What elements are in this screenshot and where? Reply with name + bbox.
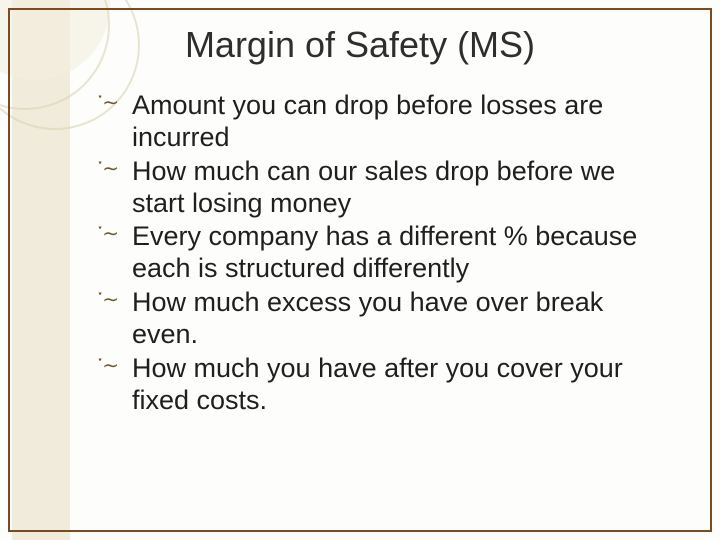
bullet-item: ་∼ How much can our sales drop before we… [98,156,670,220]
bullet-text: How much you have after you cover your f… [132,353,623,415]
slide-title: Margin of Safety (MS) [0,24,720,66]
bullet-marker-icon: ་∼ [98,223,119,247]
bullet-text: Amount you can drop before losses are in… [132,90,603,152]
bullet-text: Every company has a different % because … [132,221,637,283]
bullet-marker-icon: ་∼ [98,158,119,182]
bullet-item: ་∼ Every company has a different % becau… [98,221,670,285]
slide-body: ་∼ Amount you can drop before losses are… [98,90,670,419]
bullet-item: ་∼ How much you have after you cover you… [98,353,670,417]
bullet-item: ་∼ How much excess you have over break e… [98,287,670,351]
bullet-marker-icon: ་∼ [98,92,119,116]
bullet-text: How much can our sales drop before we st… [132,156,615,218]
bullet-item: ་∼ Amount you can drop before losses are… [98,90,670,154]
bullet-marker-icon: ་∼ [98,289,119,313]
slide: Margin of Safety (MS) ་∼ Amount you can … [0,0,720,540]
bullet-marker-icon: ་∼ [98,355,119,379]
bullet-text: How much excess you have over break even… [132,287,603,349]
